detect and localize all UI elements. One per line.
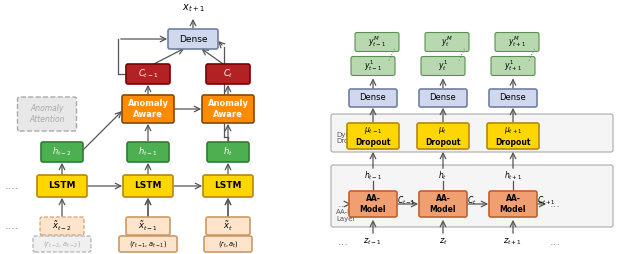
Text: LSTM: LSTM	[134, 182, 162, 190]
Text: Dense: Dense	[500, 93, 526, 103]
FancyBboxPatch shape	[122, 95, 174, 123]
Text: $C_t$: $C_t$	[467, 195, 477, 207]
FancyBboxPatch shape	[349, 191, 397, 217]
Text: $z_{t-1}$: $z_{t-1}$	[364, 237, 383, 247]
Text: Anomaly
Aware: Anomaly Aware	[127, 99, 168, 119]
FancyBboxPatch shape	[202, 95, 254, 123]
FancyBboxPatch shape	[126, 217, 170, 235]
Text: ....: ....	[4, 221, 19, 231]
FancyBboxPatch shape	[123, 175, 173, 197]
Text: LSTM: LSTM	[214, 182, 242, 190]
Text: $h_{t-2}$: $h_{t-2}$	[52, 146, 72, 158]
FancyBboxPatch shape	[331, 165, 613, 227]
FancyBboxPatch shape	[206, 217, 250, 235]
FancyBboxPatch shape	[126, 64, 170, 84]
Text: $\tilde{x}_{t-1}$: $\tilde{x}_{t-1}$	[138, 219, 158, 233]
FancyBboxPatch shape	[487, 123, 539, 149]
Text: Dense: Dense	[429, 93, 456, 103]
Text: AA-
Model: AA- Model	[429, 194, 456, 214]
FancyBboxPatch shape	[347, 123, 399, 149]
FancyBboxPatch shape	[355, 33, 399, 52]
Text: $C_{t-1}$: $C_{t-1}$	[397, 195, 416, 207]
Text: Dynamic
Dropout: Dynamic Dropout	[336, 132, 367, 145]
Text: $C_t$: $C_t$	[223, 68, 233, 80]
Text: $y^1_{t-1}$: $y^1_{t-1}$	[364, 59, 382, 73]
Text: $x_{t+1}$: $x_{t+1}$	[182, 2, 204, 14]
Text: $C_{t+1}$: $C_{t+1}$	[537, 195, 556, 207]
Text: ...: ...	[337, 237, 348, 247]
Text: $y^M_t$: $y^M_t$	[441, 35, 453, 50]
Text: ...: ...	[550, 199, 561, 209]
FancyBboxPatch shape	[41, 142, 83, 162]
FancyBboxPatch shape	[17, 97, 77, 131]
Text: $z_{t+1}$: $z_{t+1}$	[504, 237, 522, 247]
FancyBboxPatch shape	[127, 142, 169, 162]
Text: Dense: Dense	[179, 35, 207, 43]
Text: $h_{t+1}$: $h_{t+1}$	[504, 170, 522, 182]
FancyBboxPatch shape	[417, 123, 469, 149]
FancyBboxPatch shape	[489, 89, 537, 107]
Text: ...: ...	[337, 199, 348, 209]
FancyBboxPatch shape	[204, 236, 252, 252]
FancyBboxPatch shape	[349, 89, 397, 107]
Text: AA-Model
Layer: AA-Model Layer	[336, 209, 369, 221]
Text: $z_t$: $z_t$	[438, 237, 447, 247]
FancyBboxPatch shape	[351, 56, 395, 75]
FancyBboxPatch shape	[419, 89, 467, 107]
Text: $(r_{t},a_{t})$: $(r_{t},a_{t})$	[218, 239, 239, 249]
FancyBboxPatch shape	[495, 33, 539, 52]
FancyBboxPatch shape	[331, 114, 613, 152]
Text: $h_{t-1}$: $h_{t-1}$	[364, 170, 382, 182]
FancyBboxPatch shape	[207, 142, 249, 162]
FancyBboxPatch shape	[489, 191, 537, 217]
Text: $\tilde{x}_{t-2}$: $\tilde{x}_{t-2}$	[52, 219, 72, 233]
FancyBboxPatch shape	[33, 236, 91, 252]
Text: $\mu_{t+1}$
Dropout: $\mu_{t+1}$ Dropout	[495, 125, 531, 147]
Text: $\tilde{x}_{t}$: $\tilde{x}_{t}$	[223, 219, 233, 233]
FancyBboxPatch shape	[425, 33, 469, 52]
Text: AA-
Model: AA- Model	[500, 194, 526, 214]
Text: Anomaly
Aware: Anomaly Aware	[207, 99, 248, 119]
FancyBboxPatch shape	[119, 236, 177, 252]
Text: $\mu_t$
Dropout: $\mu_t$ Dropout	[425, 125, 461, 147]
Text: ....: ....	[4, 181, 19, 191]
FancyBboxPatch shape	[421, 56, 465, 75]
Text: $y^M_{t-1}$: $y^M_{t-1}$	[368, 35, 386, 50]
Text: $y^1_t$: $y^1_t$	[438, 59, 448, 73]
Text: $h_t$: $h_t$	[223, 146, 233, 158]
FancyBboxPatch shape	[203, 175, 253, 197]
FancyBboxPatch shape	[491, 56, 535, 75]
Text: Anomaly
Attention: Anomaly Attention	[29, 104, 65, 124]
FancyBboxPatch shape	[206, 64, 250, 84]
FancyBboxPatch shape	[168, 29, 218, 49]
Text: LSTM: LSTM	[48, 182, 76, 190]
Text: AA-
Model: AA- Model	[360, 194, 387, 214]
Text: $y^1_{t+1}$: $y^1_{t+1}$	[504, 59, 522, 73]
Text: $(r_{t-1},a_{t-1})$: $(r_{t-1},a_{t-1})$	[129, 239, 167, 249]
Text: ...: ...	[550, 237, 561, 247]
Text: $h_t$: $h_t$	[438, 170, 447, 182]
Text: $h_{t-1}$: $h_{t-1}$	[138, 146, 158, 158]
FancyBboxPatch shape	[37, 175, 87, 197]
Text: $(r_{t-2},a_{t-2})$: $(r_{t-2},a_{t-2})$	[43, 239, 81, 249]
Text: $C_{t-1}$: $C_{t-1}$	[138, 68, 158, 80]
Text: Dense: Dense	[360, 93, 387, 103]
Text: $\mu_{t-1}$
Dropout: $\mu_{t-1}$ Dropout	[355, 125, 391, 147]
FancyBboxPatch shape	[419, 191, 467, 217]
FancyBboxPatch shape	[40, 217, 84, 235]
Text: $y^M_{t+1}$: $y^M_{t+1}$	[508, 35, 526, 50]
